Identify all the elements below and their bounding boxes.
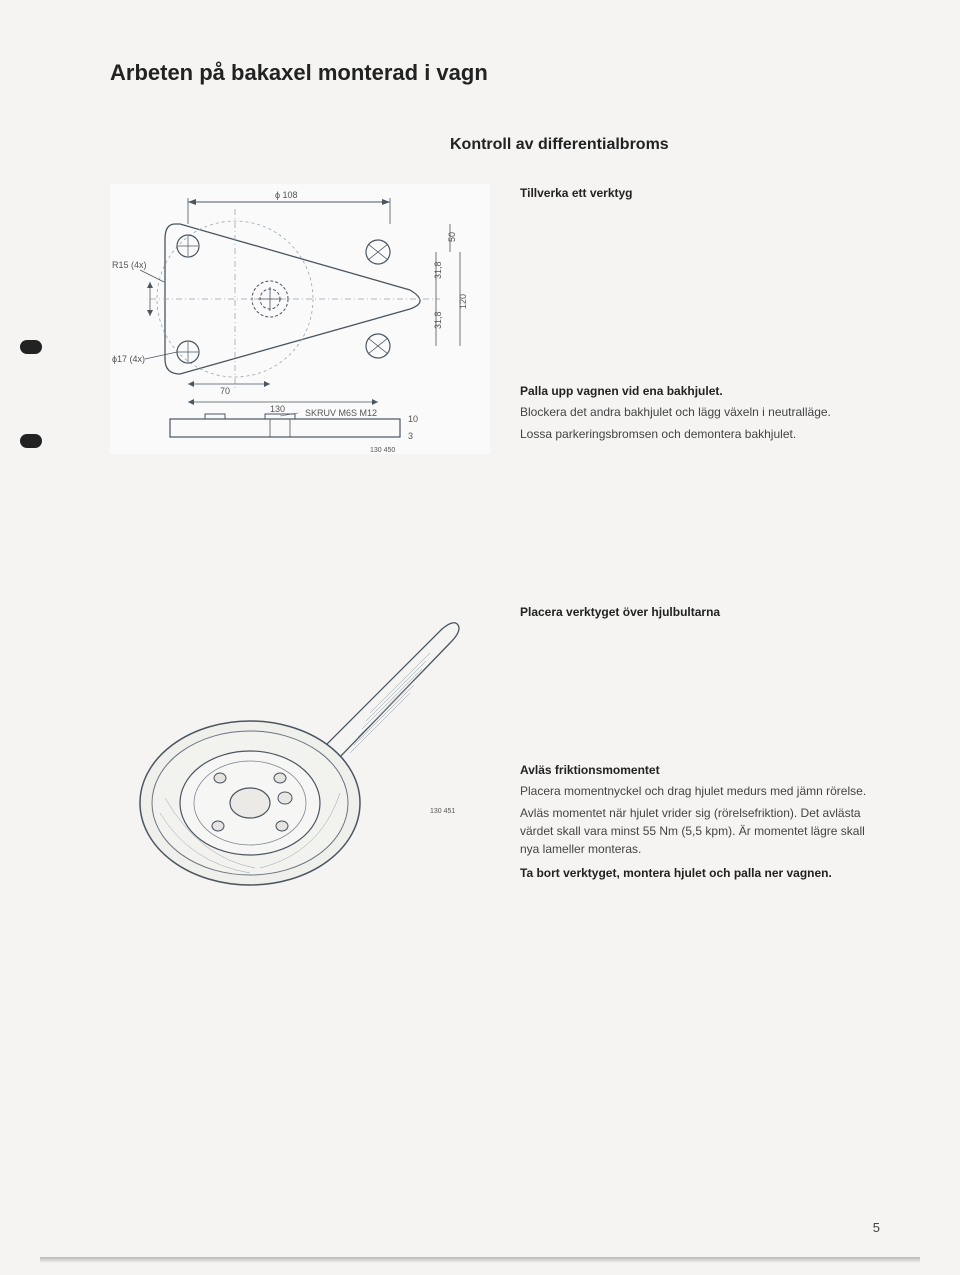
bolt-hole [177,235,199,257]
step4-line2: Avläs momentet när hjulet vrider sig (rö… [520,804,880,858]
apex-hole-top [366,240,390,264]
dim-phi108: ϕ 108 [275,190,298,200]
dim-120: 120 [458,294,468,309]
dim-r15: R15 (4x) [112,260,147,270]
dim-318a: 31,8 [433,261,443,279]
dim-318b: 31,8 [433,311,443,329]
tool-svg: ϕ 108 [110,184,490,454]
dim-70: 70 [220,386,230,396]
section-friction: 130 451 Placera verktyget över hjulbulta… [110,603,880,912]
step2-line2: Lossa parkeringsbromsen och demontera ba… [520,425,880,443]
step2-block: Palla upp vagnen vid ena bakhjulet. Bloc… [520,382,880,443]
text-column-2: Placera verktyget över hjulbultarna Avlä… [520,603,880,912]
fig-number-1: 130 450 [370,447,395,454]
step1-heading: Tillverka ett verktyg [520,184,880,202]
page-number: 5 [873,1220,880,1235]
step4-line3: Ta bort verktyget, montera hjulet och pa… [520,864,880,882]
fig-number-2: 130 451 [430,808,455,815]
step4-line1: Placera momentnyckel och drag hjulet med… [520,782,880,800]
step4-heading: Avläs friktionsmomentet [520,761,880,779]
dim-phi17: ϕ17 (4x) [112,354,145,364]
apex-hole-bottom [366,334,390,358]
brake-drum [140,721,360,885]
step2-heading: Palla upp vagnen vid ena bakhjulet. [520,382,880,400]
text-column-1: Tillverka ett verktyg Palla upp vagnen v… [520,184,880,473]
drum-svg: 130 451 [110,603,490,903]
label-skruv: SKRUV M6S M12 [305,408,377,418]
page-shadow [40,1257,920,1263]
tool-drawing: ϕ 108 [110,184,490,473]
step4-block: Avläs friktionsmomentet Placera momentny… [520,761,880,882]
bolt-hole [177,341,199,363]
dim-10: 10 [408,414,418,424]
dim-50: 50 [447,232,457,242]
dim-3: 3 [408,431,413,441]
step2-line1: Blockera det andra bakhjulet och lägg vä… [520,403,880,421]
section-tool-diagram: ϕ 108 [110,184,880,473]
page-content: Arbeten på bakaxel monterad i vagn Kontr… [0,0,960,1275]
step3-heading: Placera verktyget över hjulbultarna [520,603,880,621]
section-subtitle: Kontroll av differentialbroms [450,136,880,154]
dim-130: 130 [270,404,285,414]
brake-drum-illustration: 130 451 [110,603,490,903]
page-title: Arbeten på bakaxel monterad i vagn [110,60,880,86]
